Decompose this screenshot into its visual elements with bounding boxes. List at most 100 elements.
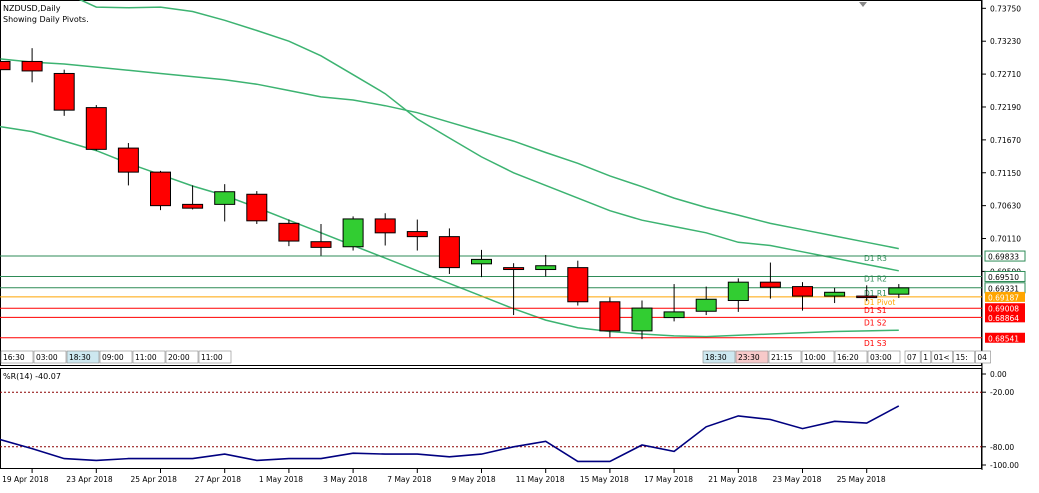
time-marker-edge-4-box [975,350,991,364]
indicator-pane-frame [0,368,982,469]
pivot-name-3: D1 Pivot [864,298,895,307]
price-axis-ticks: 0.73750 0.73230 0.72710 0.72190 0.71670 0.711… [982,4,1021,276]
pivots-subtitle: Showing Daily Pivots. [3,15,89,24]
upper-band-line [78,0,899,272]
candle-body [182,203,204,209]
candle-body [792,286,813,297]
candle-body [278,222,300,242]
wpr-axis-ticks: 0.00 -20.00 -80.00 -100.00 [982,370,1019,470]
candle-body [663,311,685,319]
candle-body [150,171,171,207]
candle-body [214,191,236,205]
candle-body [888,287,910,295]
time-marker-right-1: 23:30 [738,353,760,362]
time-marker-left-3: 09:00 [102,353,124,362]
wpr-tick-label: -100.00 [990,461,1019,470]
candle-body [695,298,717,312]
time-tick-label: 3 May 2018 [323,475,367,484]
pivot-tag-value-3: 0.69187 [988,293,1019,302]
time-marker-left-5: 20:00 [168,353,190,362]
candle-body [631,307,653,332]
time-marker-right-4: 16:20 [837,353,859,362]
time-tick-label: 25 Apr 2018 [131,475,178,484]
time-marker-edge-3: 15: [956,353,968,362]
time-marker-left-3-box [99,350,133,364]
time-tick-label: 27 Apr 2018 [195,475,242,484]
pivot-tag-value-0: 0.69833 [988,253,1019,262]
time-tick-label: 17 May 2018 [644,475,693,484]
candle-body [471,258,492,265]
time-marker-left-4: 11:00 [135,353,157,362]
time-marker-right-2: 21:15 [771,353,793,362]
time-tick-label: 7 May 2018 [387,475,431,484]
price-tick-label: 0.71150 [990,169,1021,178]
time-tick-label: 11 May 2018 [516,475,565,484]
candle-body [727,281,749,302]
candle-body [310,241,332,248]
time-marker-left-2-box [66,350,100,364]
candle-body [0,60,11,71]
time-tick-label: 1 May 2018 [259,475,303,484]
time-marker-right-3: 10:00 [804,353,826,362]
wpr-tick-label: 0.00 [990,370,1007,379]
time-marker-left-0-box [0,350,34,364]
price-tick-label: 0.70110 [990,235,1021,244]
time-markers: 16:30 03:00 18:30 09:00 11:00 20:00 11:00 18:30… [0,350,991,364]
main-pane-frame [0,0,982,366]
pivot-name-6: D1 S3 [864,339,887,348]
wpr-label: %R(14) -40.07 [3,372,61,381]
pivot-tag-bg-5 [985,312,1025,323]
price-tick-label: 0.73230 [990,37,1021,46]
candle-body [824,291,846,297]
pivot-tag-value-2: 0.69331 [988,284,1019,293]
candle-body [374,218,396,234]
time-marker-edge-0-box [904,350,921,364]
time-marker-left-6: 11:00 [201,353,223,362]
candle-body [599,301,621,332]
time-marker-left-2: 18:30 [69,353,91,362]
time-marker-left-5-box [165,350,199,364]
pivot-tag-bg-0 [984,250,1026,262]
candle-body [53,72,75,111]
time-tick-label: 9 May 2018 [452,475,496,484]
time-marker-edge-2-box [931,350,953,364]
candle-body [246,193,268,222]
time-marker-left-1: 03:00 [36,353,58,362]
candle-body [21,60,43,72]
time-tick-label: 15 May 2018 [580,475,629,484]
symbol-title: NZDUSD,Daily [3,4,61,13]
time-tick-label: 25 May 2018 [837,475,886,484]
price-tick-label: 0.70630 [990,202,1021,211]
time-marker-left-4-box [132,350,166,364]
pivot-tag-bg-3 [985,291,1025,302]
pivot-tag-value-1: 0.69510 [988,273,1019,282]
pivot-tag-bg-1 [984,270,1026,282]
pivot-tag-value-5: 0.68864 [988,314,1019,323]
pivot-tag-value-4: 0.69008 [988,305,1019,314]
wpr-tick-label: -80.00 [990,443,1014,452]
lower-band-line [0,125,899,338]
time-marker-edge-4: 04 [977,353,987,362]
chart-menu-triangle-icon[interactable] [859,2,867,7]
time-marker-right-3-box [801,350,835,364]
price-tick-label: 0.73750 [990,4,1021,13]
wpr-line [0,405,900,463]
candlesticks [0,48,910,340]
time-axis-labels: 19 Apr 2018 23 Apr 2018 25 Apr 2018 27 Apr … [2,469,886,484]
time-marker-right-2-box [768,350,802,364]
pivot-tag-bg-4 [985,303,1025,314]
wpr-tick-label: -20.00 [990,388,1014,397]
time-marker-edge-1: 1 [923,353,928,362]
time-marker-right-0: 18:30 [705,353,727,362]
time-tick-label: 19 Apr 2018 [2,475,49,484]
time-marker-right-4-box [834,350,868,364]
time-marker-left-6-box [198,350,232,364]
candle-body [406,231,428,238]
pivot-name-2: D1 R1 [864,289,887,298]
price-tick-label: 0.71670 [990,136,1021,145]
pivot-tag-value-6: 0.68541 [988,334,1019,343]
time-tick-label: 21 May 2018 [708,475,757,484]
